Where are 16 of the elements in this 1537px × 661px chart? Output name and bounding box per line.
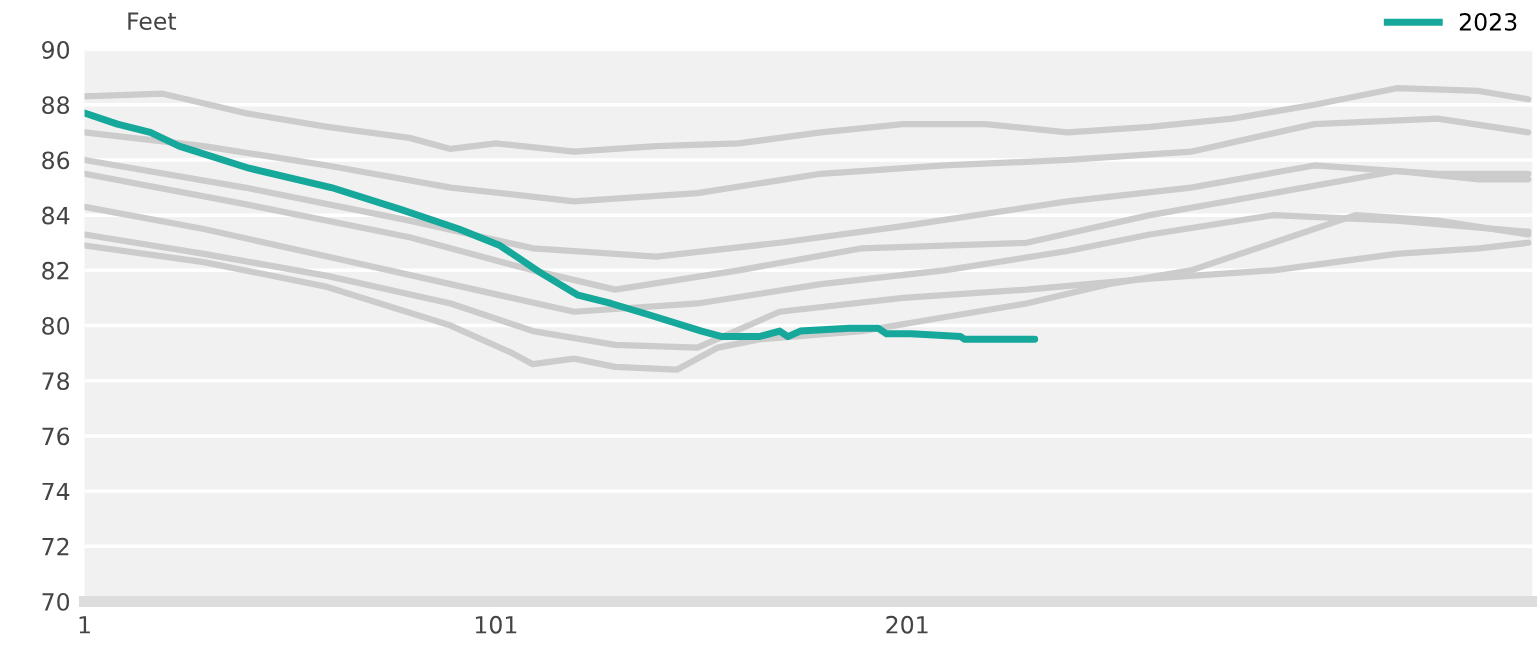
- y-tick-label: 80: [42, 316, 70, 335]
- y-axis-title: Feet: [128, 12, 177, 30]
- y-tick-label: 70: [42, 592, 70, 611]
- x-tick-label: 1: [79, 616, 90, 634]
- y-tick-label: 78: [42, 372, 70, 391]
- y-tick-label: 72: [42, 537, 69, 556]
- y-tick-label: 88: [42, 96, 70, 115]
- legend-label: 2023: [1459, 12, 1517, 31]
- x-tick-label: 101: [475, 615, 517, 634]
- y-tick-label: 74: [42, 482, 70, 501]
- y-tick-label: 86: [42, 151, 70, 170]
- y-tick-label: 90: [42, 41, 70, 59]
- y-tick-label: 76: [42, 427, 70, 446]
- y-tick-label: 84: [42, 206, 70, 225]
- y-tick-label: 82: [42, 261, 69, 280]
- x-tick-label: 201: [886, 615, 928, 634]
